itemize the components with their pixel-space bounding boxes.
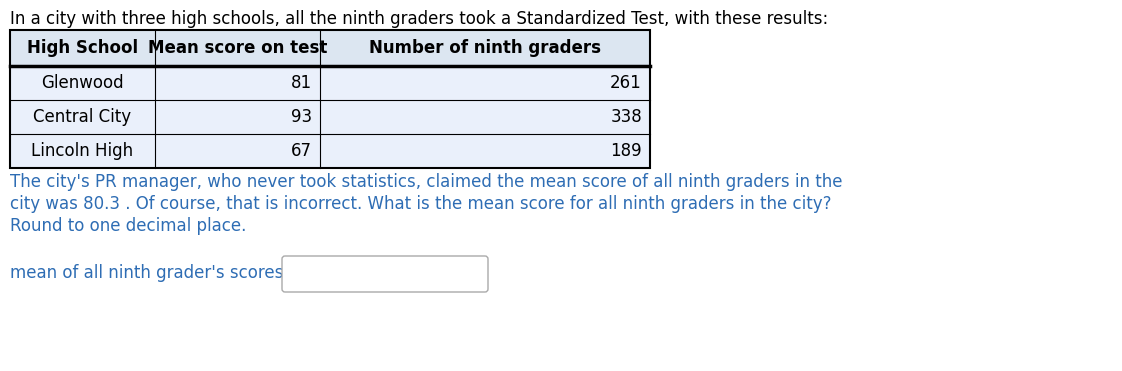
Text: 338: 338: [610, 108, 642, 126]
Text: In a city with three high schools, all the ninth graders took a Standardized Tes: In a city with three high schools, all t…: [10, 10, 828, 28]
Text: 81: 81: [291, 74, 312, 92]
FancyBboxPatch shape: [282, 256, 488, 292]
Text: Glenwood: Glenwood: [42, 74, 123, 92]
Bar: [10, 100, 650, 134]
Bar: [10, 66, 650, 100]
Text: 93: 93: [291, 108, 312, 126]
Text: Mean score on test: Mean score on test: [148, 39, 328, 57]
Text: Round to one decimal place.: Round to one decimal place.: [10, 217, 247, 235]
Text: Central City: Central City: [34, 108, 131, 126]
Text: Number of ninth graders: Number of ninth graders: [369, 39, 601, 57]
Bar: [10, 30, 650, 66]
Text: 189: 189: [610, 142, 642, 160]
Text: Lincoln High: Lincoln High: [31, 142, 134, 160]
Text: 261: 261: [610, 74, 642, 92]
Bar: [10, 134, 650, 168]
Text: 67: 67: [291, 142, 312, 160]
Text: mean of all ninth grader's scores =: mean of all ninth grader's scores =: [10, 264, 303, 282]
Bar: [10, 30, 650, 168]
Text: The city's PR manager, who never took statistics, claimed the mean score of all : The city's PR manager, who never took st…: [10, 173, 843, 191]
Text: High School: High School: [27, 39, 138, 57]
Text: city was 80.3 . Of course, that is incorrect. What is the mean score for all nin: city was 80.3 . Of course, that is incor…: [10, 195, 831, 213]
